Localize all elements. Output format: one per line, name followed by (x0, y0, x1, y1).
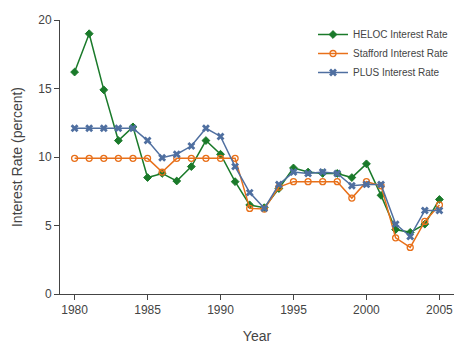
svg-text:1985: 1985 (134, 303, 161, 317)
svg-text:Stafford Interest Rate: Stafford Interest Rate (353, 48, 448, 59)
svg-text:1980: 1980 (61, 303, 88, 317)
svg-text:HELOC Interest Rate: HELOC Interest Rate (353, 29, 448, 40)
svg-text:Interest Rate (percent): Interest Rate (percent) (9, 87, 25, 227)
svg-text:0: 0 (45, 287, 52, 301)
svg-text:20: 20 (38, 13, 52, 27)
svg-text:10: 10 (38, 150, 52, 164)
svg-text:1995: 1995 (280, 303, 307, 317)
svg-text:15: 15 (38, 82, 52, 96)
svg-text:2005: 2005 (426, 303, 453, 317)
svg-text:Year: Year (243, 328, 272, 344)
svg-text:1990: 1990 (207, 303, 234, 317)
svg-text:PLUS Interest Rate: PLUS Interest Rate (353, 67, 440, 78)
svg-text:5: 5 (45, 219, 52, 233)
svg-text:2000: 2000 (353, 303, 380, 317)
